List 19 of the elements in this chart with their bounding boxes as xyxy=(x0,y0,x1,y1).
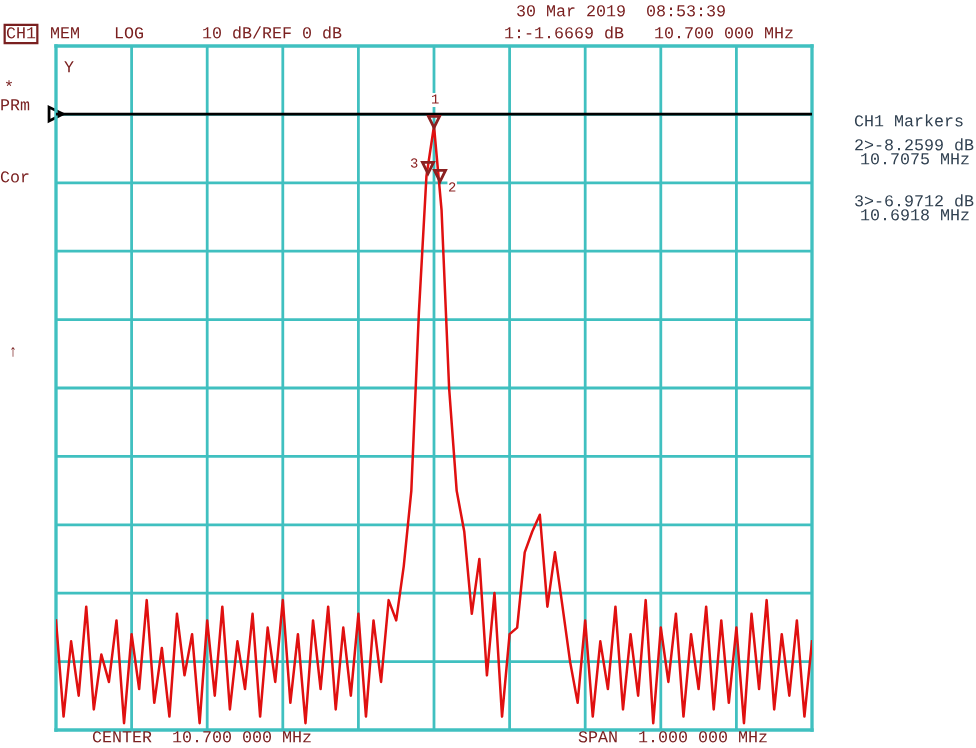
text: Y xyxy=(64,61,74,73)
text: * xyxy=(6,80,12,87)
text: CH1 Markers xyxy=(854,114,963,127)
text: ↑ xyxy=(11,346,15,357)
text: 10.6918 MHz xyxy=(861,209,969,221)
text: SPAN 1.000 000 MHz xyxy=(578,731,767,743)
text: 1:-1.6669 dB xyxy=(505,26,624,39)
text: MEM xyxy=(51,27,79,39)
text: 3>-6.9712 dB xyxy=(855,194,974,207)
text: CH1 xyxy=(6,27,36,39)
text: 10.7075 MHz xyxy=(861,153,969,165)
text: 2>-8.2599 dB xyxy=(855,138,974,151)
text: Cor xyxy=(0,171,29,183)
text: PRm xyxy=(1,99,30,111)
text: 10.700 000 MHz xyxy=(655,27,793,39)
text: 10 dB/REF 0 dB xyxy=(203,26,342,39)
text: 30 Mar 2019 08:53:39 xyxy=(517,5,725,17)
text: CENTER 10.700 000 MHz xyxy=(92,731,311,743)
text: LOG xyxy=(115,27,143,39)
